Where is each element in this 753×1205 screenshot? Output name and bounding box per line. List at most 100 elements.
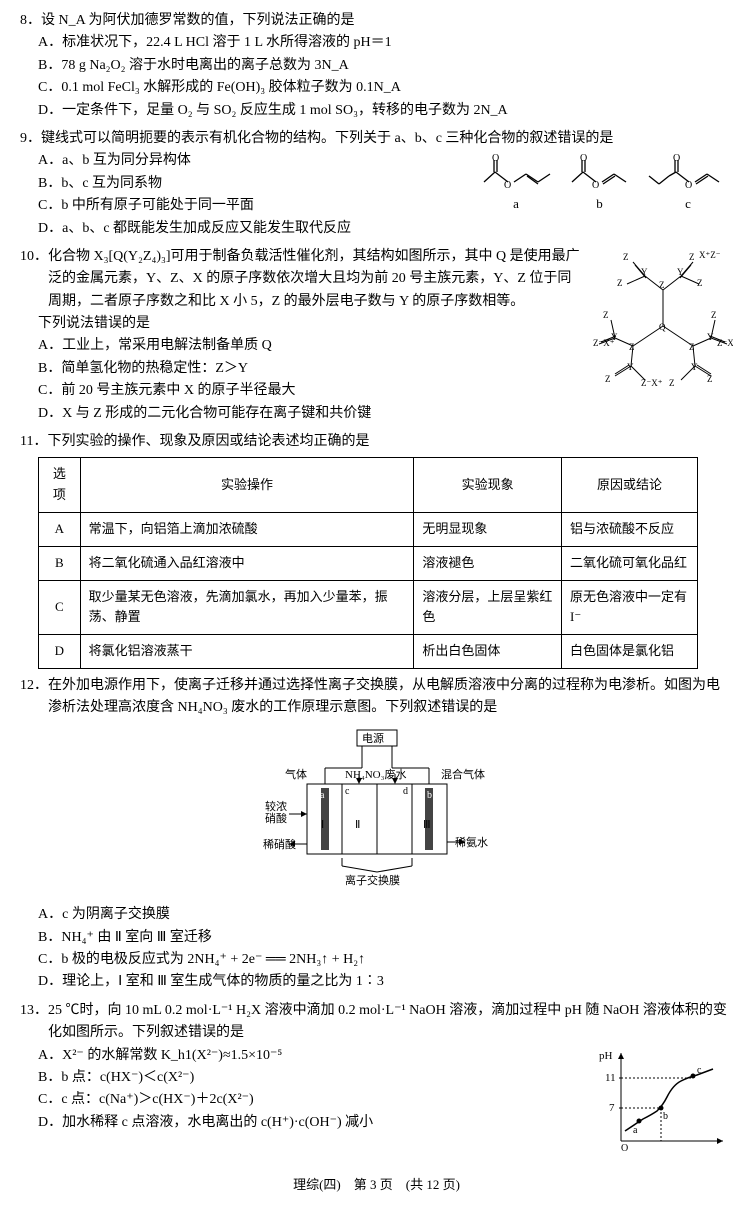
svg-text:b: b [663, 1111, 668, 1122]
svg-text:Z⁻X⁺: Z⁻X⁺ [641, 378, 663, 388]
table-cell: D [39, 635, 81, 669]
q12-number: 12． [20, 675, 48, 720]
svg-text:O: O [592, 180, 599, 191]
q13-opt-a-label: A． [38, 1045, 62, 1067]
q12-opt-d: 理论上，Ⅰ 室和 Ⅲ 室生成气体的物质的量之比为 1∶3 [62, 971, 733, 993]
q9-opt-a-label: A． [38, 150, 62, 172]
q8-text: 设 N_A 为阿伏加德罗常数的值，下列说法正确的是 [41, 10, 733, 32]
svg-text:Z: Z [605, 374, 611, 384]
q10-prompt: 下列说法错误的是 [38, 313, 585, 335]
th-operation: 实验操作 [80, 458, 414, 513]
svg-text:O: O [504, 180, 511, 191]
th-phenomenon: 实验现象 [414, 458, 562, 513]
q9-label-a: a [476, 194, 556, 215]
q12-text: 在外加电源作用下，使离子迁移并通过选择性离子交换膜，从电解质溶液中分离的过程称为… [48, 675, 733, 720]
svg-text:O: O [492, 154, 499, 164]
q9-opt-b-label: B． [38, 173, 61, 195]
table-cell: 无明显现象 [414, 513, 562, 547]
table-cell: 析出白色固体 [414, 635, 562, 669]
svg-text:Z: Z [707, 374, 713, 384]
q8-opt-d-label: D． [38, 100, 62, 122]
q10-opt-d-label: D． [38, 403, 62, 425]
q9-text: 键线式可以简明扼要的表示有机化合物的结构。下列关于 a、b、c 三种化合物的叙述… [41, 128, 733, 150]
q10-prompt-wrap: 下列说法错误的是 [20, 313, 585, 335]
svg-text:Q: Q [659, 322, 666, 332]
th-conclusion: 原因或结论 [562, 458, 698, 513]
svg-text:Y: Y [677, 267, 684, 277]
question-11: 11． 下列实验的操作、现象及原因或结论表述均正确的是 选项 实验操作 实验现象… [20, 431, 733, 669]
table-cell: 溶液分层，上层呈紫红色 [414, 580, 562, 635]
q13-stem: 13． 25 ℃时，向 10 mL 0.2 mol·L⁻¹ H₂X 溶液中滴加 … [20, 1000, 733, 1045]
table-header-row: 选项 实验操作 实验现象 原因或结论 [39, 458, 698, 513]
svg-text:Y: Y [627, 362, 634, 372]
table-cell: 常温下，向铝箔上滴加浓硫酸 [80, 513, 414, 547]
q8-stem: 8． 设 N_A 为阿伏加德罗常数的值，下列说法正确的是 [20, 10, 733, 32]
q10-structure-diagram: Q Z Z Z YY YY YY ZZ ZZ Z⁻X⁺Z ZZ⁻X⁺ Z⁻X⁺Z… [593, 246, 733, 414]
svg-text:Y: Y [641, 267, 648, 277]
table-cell: A [39, 513, 81, 547]
svg-text:Z: Z [697, 278, 703, 288]
q12-opt-c-label: C． [38, 949, 61, 971]
q13-opt-a: X²⁻ 的水解常数 K_h1(X²⁻)≈1.5×10⁻⁵ [62, 1045, 585, 1067]
svg-text:Y: Y [691, 362, 698, 372]
table-cell: 原无色溶液中一定有 I⁻ [562, 580, 698, 635]
svg-text:Z: Z [603, 310, 609, 320]
q8-opt-d: 一定条件下，足量 O₂ 与 SO₂ 反应生成 1 mol SO₃，转移的电子数为… [62, 100, 733, 122]
q11-stem: 11． 下列实验的操作、现象及原因或结论表述均正确的是 [20, 431, 733, 453]
q11-tbody: A常温下，向铝箔上滴加浓硫酸无明显现象铝与浓硫酸不反应B将二氧化硫通入品红溶液中… [39, 513, 698, 669]
q10-stem: 10． 化合物 X₃[Q(Y₂Z₄)₃]可用于制备负载活性催化剂，其结构如图所示… [20, 246, 585, 313]
table-row: B将二氧化硫通入品红溶液中溶液褪色二氧化硫可氧化品红 [39, 546, 698, 580]
svg-text:离子交换膜: 离子交换膜 [345, 873, 400, 887]
q9-opt-c-label: C． [38, 195, 61, 217]
q9-structures: O O a O O [476, 150, 733, 219]
q10-opt-a: 工业上，常采用电解法制备单质 Q [62, 335, 585, 357]
question-13: 13． 25 ℃时，向 10 mL 0.2 mol·L⁻¹ H₂X 溶液中滴加 … [20, 1000, 733, 1155]
q10-options: A．工业上，常采用电解法制备单质 Q B．简单氢化物的热稳定性：Z＞Y C．前 … [20, 335, 585, 425]
svg-text:O: O [580, 154, 587, 164]
q9-opt-a: a、b 互为同分异构体 [62, 150, 468, 172]
q9-stem: 9． 键线式可以简明扼要的表示有机化合物的结构。下列关于 a、b、c 三种化合物… [20, 128, 733, 150]
q12-opt-c: b 极的电极反应式为 2NH₄⁺ + 2e⁻ ══ 2NH₃↑ + H₂↑ [61, 949, 733, 971]
q8-opt-a: 标准状况下，22.4 L HCl 溶于 1 L 水所得溶液的 pH＝1 [62, 32, 733, 54]
svg-text:c: c [697, 1065, 702, 1076]
table-cell: 白色固体是氯化铝 [562, 635, 698, 669]
q13-opt-d-label: D． [38, 1112, 62, 1134]
q11-text: 下列实验的操作、现象及原因或结论表述均正确的是 [47, 431, 733, 453]
q9-options: A．a、b 互为同分异构体 B．b、c 互为同系物 C．b 中所有原子可能处于同… [20, 150, 468, 240]
svg-text:混合气体: 混合气体 [441, 767, 485, 781]
svg-text:Z: Z [689, 252, 695, 262]
svg-text:Z: Z [669, 378, 675, 388]
table-cell: B [39, 546, 81, 580]
table-row: D将氯化铝溶液蒸干析出白色固体白色固体是氯化铝 [39, 635, 698, 669]
svg-text:Z: Z [711, 310, 717, 320]
svg-text:硝酸: 硝酸 [265, 811, 287, 825]
table-cell: 取少量某无色溶液，先滴加氯水，再加入少量苯，振荡、静置 [80, 580, 414, 635]
q8-opt-c-label: C． [38, 77, 61, 99]
q12-stem: 12． 在外加电源作用下，使离子迁移并通过选择性离子交换膜，从电解质溶液中分离的… [20, 675, 733, 720]
q8-opt-c: 0.1 mol FeCl₃ 水解形成的 Fe(OH)₃ 胶体粒子数为 0.1N_… [61, 77, 733, 99]
q10-opt-b-label: B． [38, 358, 61, 380]
svg-text:Z⁻X⁺: Z⁻X⁺ [717, 338, 733, 348]
svg-text:d: d [403, 786, 408, 797]
q10-number: 10． [20, 246, 48, 313]
q9-structure-c: O O c [643, 154, 733, 215]
table-cell: C [39, 580, 81, 635]
q9-opt-d: a、b、c 都既能发生加成反应又能发生取代反应 [62, 218, 468, 240]
q10-text: 化合物 X₃[Q(Y₂Z₄)₃]可用于制备负载活性催化剂，其结构如图所示，其中 … [48, 246, 585, 313]
th-option: 选项 [39, 458, 81, 513]
svg-text:X⁺Z⁻: X⁺Z⁻ [699, 250, 721, 260]
svg-text:O: O [685, 180, 692, 191]
q13-chart: pH 11 7 a b c O [593, 1045, 733, 1155]
table-cell: 将二氧化硫通入品红溶液中 [80, 546, 414, 580]
q9-label-b: b [560, 194, 640, 215]
question-9: 9． 键线式可以简明扼要的表示有机化合物的结构。下列关于 a、b、c 三种化合物… [20, 128, 733, 240]
q9-structure-b: O O b [560, 154, 640, 215]
page-footer: 理综(四) 第 3 页 (共 12 页) [20, 1175, 733, 1196]
q9-structure-a: O O a [476, 154, 556, 215]
q13-options: A．X²⁻ 的水解常数 K_h1(X²⁻)≈1.5×10⁻⁵ B．b 点：c(H… [20, 1045, 585, 1135]
q9-opt-b: b、c 互为同系物 [61, 173, 468, 195]
q12-options: A．c 为阴离子交换膜 B．NH₄⁺ 由 Ⅱ 室向 Ⅲ 室迁移 C．b 极的电极… [20, 904, 733, 994]
q12-opt-b: NH₄⁺ 由 Ⅱ 室向 Ⅲ 室迁移 [61, 927, 733, 949]
q12-opt-a: c 为阴离子交换膜 [62, 904, 733, 926]
q10-opt-d: X 与 Z 形成的二元化合物可能存在离子键和共价键 [62, 403, 585, 425]
